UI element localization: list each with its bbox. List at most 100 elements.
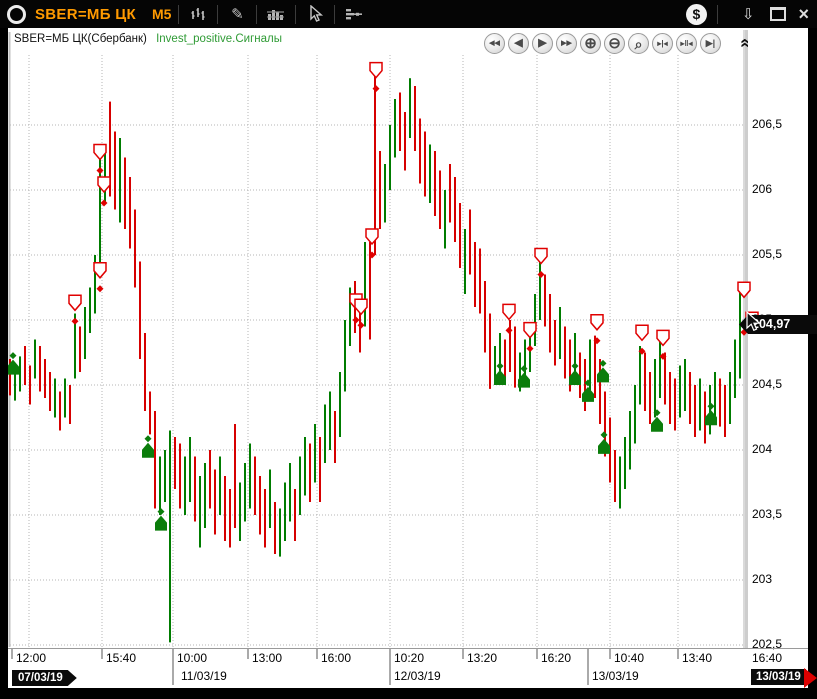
time-label: 12:00: [16, 651, 47, 665]
sell-signal-icon: [365, 228, 379, 246]
price-label: 203,5: [752, 507, 783, 521]
restore-window-button[interactable]: [770, 7, 787, 21]
sell-signal-dot: [100, 199, 108, 207]
buy-signal-dot: [9, 352, 17, 360]
volume-icon[interactable]: [264, 3, 288, 25]
buy-signal-icon: [142, 442, 154, 458]
title-bar: SBER=МБ ЦК M5 ✎ $ ⇩ ×: [0, 0, 817, 28]
money-dollar-button[interactable]: $: [685, 3, 707, 25]
separator: [178, 4, 180, 24]
sell-signal-dot: [505, 326, 513, 334]
start-date-badge: 07/03/19: [12, 670, 77, 686]
close-button[interactable]: ×: [798, 4, 809, 24]
price-label: 206,5: [752, 117, 783, 131]
collapse-panel-icon[interactable]: »: [734, 38, 753, 48]
nav-zoom-region-button[interactable]: ⌕: [628, 33, 649, 54]
current-price-tag: 204,97: [739, 315, 817, 334]
separator: [256, 4, 258, 24]
sell-signal-dot: [96, 167, 104, 174]
date-label: 11/03/19: [181, 669, 227, 683]
sell-signal-dot: [352, 316, 360, 324]
buy-signal-icon: [155, 515, 167, 531]
price-label: 206: [752, 182, 773, 196]
sell-signal-dot: [368, 251, 376, 259]
cursor-pointer-icon[interactable]: [303, 3, 327, 25]
mouse-cursor-icon: [746, 311, 761, 332]
time-label: 10:00: [177, 651, 208, 665]
buy-signal-icon: [597, 367, 609, 383]
time-label: 10:40: [614, 651, 645, 665]
buy-signal-icon: [518, 372, 530, 388]
separator: [334, 4, 336, 24]
app-logo-ring-icon: [7, 4, 26, 24]
time-label: 13:00: [252, 651, 283, 665]
time-label: 16:00: [321, 651, 352, 665]
draw-pencil-icon[interactable]: ✎: [231, 6, 244, 23]
signals-strategy-label: Invest_positive.Сигналы: [156, 33, 282, 45]
end-date-arrow-icon: [804, 668, 817, 688]
nav-step-forward-button[interactable]: ▶: [532, 33, 553, 54]
nav-compress-bars-button[interactable]: ▸‖◂: [676, 33, 697, 54]
chart-plot-area[interactable]: [8, 28, 808, 688]
nav-step-backward-button[interactable]: ◀: [508, 33, 529, 54]
buy-signal-dot: [571, 362, 579, 370]
nav-compress-scale-button[interactable]: ▸|◂: [652, 33, 673, 54]
separator: [217, 4, 219, 24]
nav-go-to-end-button[interactable]: ▶|: [700, 33, 721, 54]
buy-signal-dot: [707, 402, 715, 410]
buy-signal-icon: [569, 370, 581, 385]
sell-signal-icon: [656, 329, 670, 347]
buy-signal-dot: [599, 359, 607, 367]
chart-nav-toolbar: ◀◀ ◀ ▶ ▶▶ ⊕ ⊖ ⌕ ▸|◂ ▸‖◂ ▶|: [484, 33, 721, 54]
instrument-title: SBER=МБ ЦК: [35, 5, 136, 23]
time-label: 13:40: [682, 651, 713, 665]
buy-signal-icon: [8, 359, 19, 375]
time-label: 10:20: [394, 651, 425, 665]
sell-signal-icon: [369, 61, 383, 79]
end-date-badge: 13/03/19: [751, 669, 806, 685]
buy-signal-icon: [651, 416, 663, 432]
price-label: 203: [752, 572, 773, 586]
timeframe-label[interactable]: M5: [152, 6, 172, 22]
sell-signal-icon: [534, 247, 548, 265]
sell-signal-dot: [96, 285, 104, 293]
buy-signal-icon: [582, 386, 594, 402]
sell-signal-icon: [523, 321, 537, 339]
price-label: 204: [752, 442, 773, 456]
sell-signal-dot: [659, 352, 667, 360]
sell-signal-dot: [372, 85, 380, 93]
price-label: 202,5: [752, 637, 783, 651]
buy-signal-dot: [600, 431, 608, 439]
buy-signal-icon: [494, 370, 506, 385]
nav-zoom-out-button[interactable]: ⊖: [604, 33, 625, 54]
sell-signal-icon: [502, 303, 516, 321]
sell-signal-icon: [354, 298, 368, 316]
buy-signal-dot: [584, 379, 592, 387]
bar-style-icon[interactable]: [186, 3, 210, 25]
nav-zoom-in-button[interactable]: ⊕: [580, 33, 601, 54]
sell-signal-icon: [635, 324, 649, 342]
download-arrow-button[interactable]: ⇩: [741, 6, 755, 23]
sell-signal-icon: [93, 262, 107, 279]
sell-signal-icon: [737, 281, 751, 299]
sell-signal-dot: [71, 317, 79, 325]
sell-signal-dot: [526, 345, 534, 353]
chart-window: [8, 28, 808, 688]
buy-signal-dot: [496, 362, 504, 370]
sell-signal-icon: [68, 294, 82, 312]
buy-signal-dot: [520, 365, 528, 373]
separator: [716, 4, 718, 24]
axis-divider-line: [8, 648, 808, 649]
sell-signal-dot: [357, 321, 365, 329]
nav-fast-forward-button[interactable]: ▶▶: [556, 33, 577, 54]
sell-signal-dot: [537, 271, 545, 278]
sell-signal-icon: [97, 176, 111, 194]
date-label: 13/03/19: [592, 669, 639, 683]
levels-icon[interactable]: [342, 3, 366, 25]
sell-signal-icon: [93, 143, 107, 161]
date-label: 12/03/19: [394, 669, 441, 683]
sell-signal-dot: [638, 347, 646, 355]
buy-signal-dot: [653, 409, 661, 417]
nav-fast-backward-button[interactable]: ◀◀: [484, 33, 505, 54]
